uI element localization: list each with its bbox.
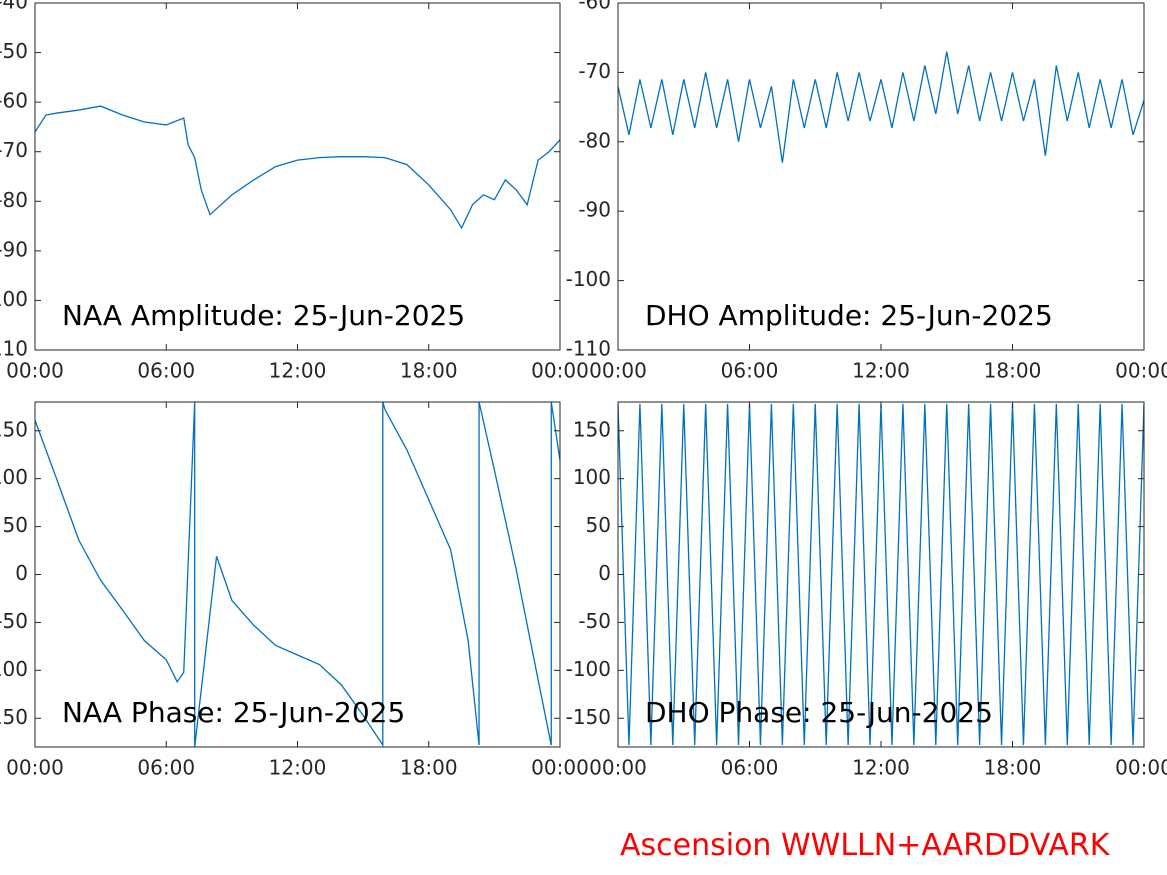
x-tick-label: 12:00 [269, 359, 327, 383]
data-line [618, 403, 1144, 746]
y-tick-label: 100 [0, 465, 28, 489]
y-tick-label: -70 [578, 59, 611, 83]
x-tick-label: 12:00 [269, 756, 327, 780]
x-tick-label: 06:00 [137, 756, 195, 780]
axes-frame [34, 2, 561, 351]
y-tick-label: -100 [566, 657, 611, 681]
y-tick-label: 0 [598, 561, 611, 585]
x-tick-label: 18:00 [984, 359, 1042, 383]
x-tick-label: 00:00 [531, 359, 589, 383]
y-tick-label: -100 [0, 657, 28, 681]
x-tick-label: 06:00 [721, 756, 779, 780]
y-tick-label: -90 [0, 237, 28, 261]
y-tick-label: -60 [578, 0, 611, 14]
x-tick-label: 00:00 [1115, 756, 1167, 780]
footer: Ascension WWLLN+AARDDVARK [620, 828, 1111, 863]
y-tick-label: -50 [578, 609, 611, 633]
y-tick-label: -50 [0, 609, 28, 633]
y-tick-label: 100 [573, 465, 611, 489]
y-tick-label: -80 [0, 188, 28, 212]
y-tick-label: -150 [566, 705, 611, 729]
y-tick-label: 50 [586, 513, 611, 537]
data-line [35, 105, 560, 230]
y-tick-label: -110 [566, 337, 611, 361]
x-tick-label: 00:00 [589, 756, 647, 780]
y-tick-label: -110 [0, 337, 28, 361]
x-tick-label: 18:00 [400, 756, 458, 780]
y-tick-label: -150 [0, 705, 28, 729]
annotation: DHO Amplitude: 25-Jun-2025 [645, 299, 1053, 332]
x-tick-label: 18:00 [400, 359, 458, 383]
annotation: DHO Phase: 25-Jun-2025 [645, 696, 993, 729]
y-tick-label: -50 [0, 39, 28, 63]
y-tick-label: 150 [0, 417, 28, 441]
annotation: NAA Phase: 25-Jun-2025 [62, 696, 405, 729]
y-tick-label: 50 [3, 513, 28, 537]
x-tick-label: 00:00 [531, 756, 589, 780]
y-tick-label: 150 [573, 417, 611, 441]
y-tick-label: -100 [0, 287, 28, 311]
x-tick-label: 00:00 [6, 359, 64, 383]
x-tick-label: 00:00 [589, 359, 647, 383]
x-tick-label: 18:00 [984, 756, 1042, 780]
y-tick-label: -70 [0, 138, 28, 162]
axes-frame [617, 2, 1145, 351]
y-tick-label: -90 [578, 198, 611, 222]
y-tick-label: 0 [15, 561, 28, 585]
x-tick-label: 00:00 [1115, 359, 1167, 383]
data-line [618, 51, 1144, 163]
annotation: NAA Amplitude: 25-Jun-2025 [62, 299, 465, 332]
x-tick-label: 00:00 [6, 756, 64, 780]
x-tick-label: 06:00 [721, 359, 779, 383]
y-tick-label: -40 [0, 0, 28, 14]
x-tick-label: 06:00 [137, 359, 195, 383]
x-tick-label: 12:00 [852, 359, 910, 383]
y-tick-label: -60 [0, 89, 28, 113]
y-tick-label: -100 [566, 267, 611, 291]
x-tick-label: 12:00 [852, 756, 910, 780]
data-line [35, 402, 560, 747]
y-tick-label: -80 [578, 128, 611, 152]
